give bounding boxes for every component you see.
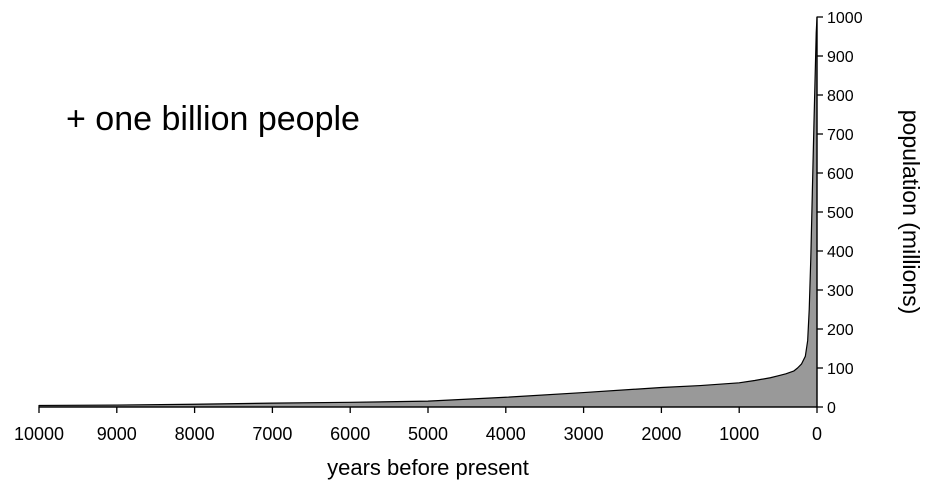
x-tick-label: 3000	[564, 424, 604, 444]
y-tick-label: 500	[827, 205, 854, 222]
x-tick-label: 9000	[97, 424, 137, 444]
y-tick-label: 700	[827, 127, 854, 144]
x-tick-label: 8000	[175, 424, 215, 444]
y-tick-label: 1000	[827, 10, 863, 27]
x-tick-label: 4000	[486, 424, 526, 444]
x-tick-label: 0	[812, 424, 822, 444]
x-axis-title: years before present	[327, 455, 529, 480]
x-tick-label: 6000	[330, 424, 370, 444]
chart-annotation: + one billion people	[66, 100, 360, 138]
y-tick-label: 600	[827, 166, 854, 183]
y-tick-label: 100	[827, 361, 854, 378]
x-tick-label: 5000	[408, 424, 448, 444]
y-tick-label: 0	[827, 400, 836, 417]
x-tick-label: 10000	[14, 424, 64, 444]
y-tick-label: 200	[827, 322, 854, 339]
area-series	[38, 16, 818, 408]
y-tick-label: 300	[827, 283, 854, 300]
y-tick-label: 800	[827, 88, 854, 105]
y-tick-label: 400	[827, 244, 854, 261]
y-tick-label: 900	[827, 49, 854, 66]
x-tick-label: 7000	[252, 424, 292, 444]
x-tick-label: 2000	[641, 424, 681, 444]
x-tick-label: 1000	[719, 424, 759, 444]
y-axis-title: population (millions)	[898, 110, 924, 315]
